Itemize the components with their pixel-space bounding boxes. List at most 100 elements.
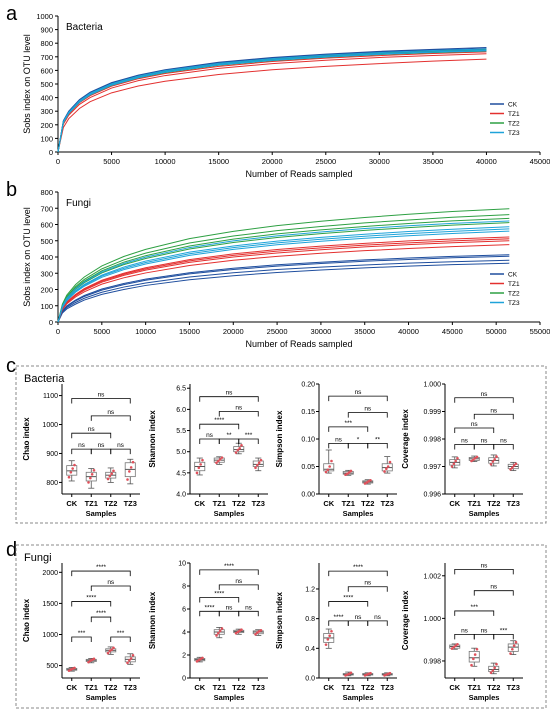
data-point [69,470,73,474]
significance-label: ns [117,442,125,449]
y-tick-label: 6.5 [176,386,186,393]
significance-bracket [367,443,388,449]
data-point [324,470,328,474]
significance-label: ns [107,579,115,586]
y-tick-label: 200 [40,121,53,130]
box-tz2 [488,665,500,673]
x-axis-label: Samples [343,693,374,702]
significance-bracket [199,569,259,575]
series-line-tz3 [57,230,510,323]
significance-bracket [473,444,495,450]
data-point [92,657,96,661]
y-tick-label: 10 [178,561,186,568]
data-point [452,462,456,466]
significance-label: *** [344,420,352,427]
significance-label: ns [471,421,479,428]
x-axis-label: Number of Reads sampled [245,339,352,349]
y-tick-label: 500 [46,663,58,670]
data-point [509,467,512,471]
y-axis-label: Coverage index [401,590,410,650]
data-point [514,640,518,644]
category-label-ck: CK [449,499,460,508]
significance-bracket [71,570,131,577]
category-label-tz1: TZ1 [85,683,98,692]
data-point [87,481,90,484]
significance-label: ns [364,580,372,587]
significance-label: ns [98,391,106,398]
y-axis-label: Chao index [22,417,31,461]
y-tick-label: 4.5 [176,470,186,477]
category-label-ck: CK [194,683,205,692]
panel-c-group-label: Bacteria [24,373,65,385]
alpha-diversity-fungi: 500 1000 1500 2000 CK TZ1 TZ2 TZ3 Samples Chao in… [22,561,523,702]
significance-label: **** [86,595,97,602]
significance-bracket [199,610,220,617]
significance-bracket [473,633,495,640]
significance-bracket [347,443,369,449]
significance-label: ns [481,391,489,398]
data-point [126,478,129,481]
significance-bracket [454,633,475,640]
series-line-ck [57,255,510,323]
data-point [108,474,112,478]
significance-bracket [328,570,388,577]
category-label-tz2: TZ2 [104,683,117,692]
data-point [90,473,94,476]
significance-bracket [199,396,259,402]
y-tick-label: 800 [46,480,58,487]
significance-label: **** [214,417,225,424]
panel-d-frame [15,544,547,709]
data-point [383,470,386,473]
y-tick-label: 900 [46,451,58,458]
y-tick-label: 0.996 [423,492,441,499]
category-label-tz3: TZ3 [507,683,520,692]
data-point [369,478,372,482]
significance-bracket [328,395,388,402]
data-point [201,656,204,660]
series-line-tz2 [57,214,510,323]
data-point [215,634,218,637]
y-tick-label: 800 [40,188,53,197]
category-label-ck: CK [66,499,77,508]
panel-letter-c: c [6,355,16,377]
category-label-tz3: TZ3 [252,683,265,692]
y-tick-label: 0 [49,148,53,157]
category-label-ck: CK [323,683,334,692]
significance-bracket [71,398,131,404]
significance-bracket [218,411,259,417]
panel-letter-a: a [6,3,18,25]
y-tick-label: 1000 [42,632,58,639]
data-point [493,458,496,461]
y-tick-label: 0.10 [301,437,315,444]
y-tick-label: 100 [40,134,53,143]
category-label-ck: CK [323,499,334,508]
y-tick-label: 600 [40,221,53,230]
y-tick-label: 0.15 [301,409,315,416]
category-label-tz1: TZ1 [213,499,226,508]
significance-label: ns [500,438,508,445]
data-point [386,465,390,468]
data-point [259,458,263,462]
series-line-tz1 [57,236,510,323]
y-tick-label: 400 [40,253,53,262]
y-tick-label: 2 [182,653,186,660]
box-tz1 [468,650,480,663]
data-point [489,671,493,674]
data-point [326,468,330,472]
significance-label: ns [481,562,489,569]
significance-label: **** [224,563,235,570]
legend-label-tz2: TZ2 [508,291,520,298]
x-axis-label: Samples [469,509,500,518]
data-point [218,458,222,461]
data-point [220,627,224,630]
data-point [199,463,202,466]
y-tick-label: 700 [40,53,53,62]
y-tick-label: 1100 [43,393,58,400]
y-tick-label: 6.0 [176,407,186,414]
data-point [450,465,454,468]
x-axis-label: Samples [214,693,245,702]
data-point [92,468,96,472]
significance-bracket [90,415,131,421]
data-point [106,651,110,655]
series-line-tz3 [57,48,487,153]
